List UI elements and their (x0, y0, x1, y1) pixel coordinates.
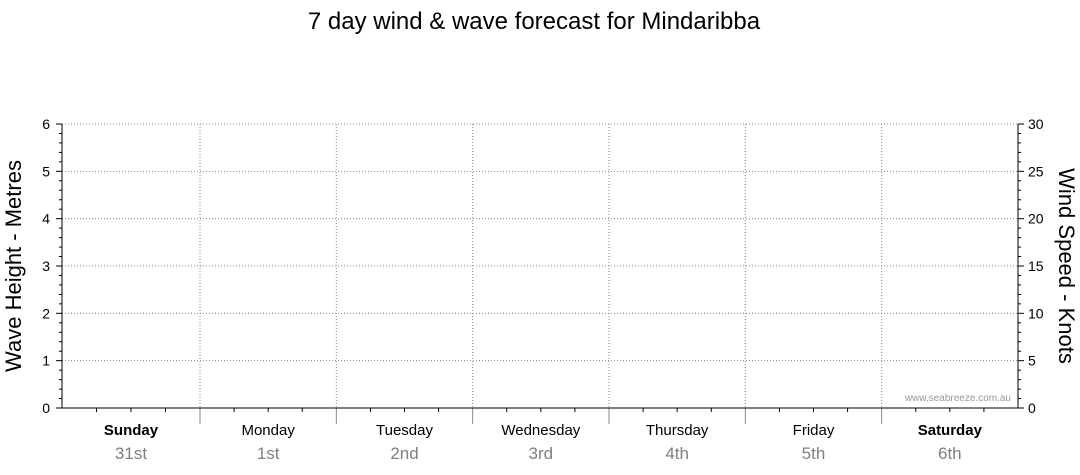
grid-lines (62, 123, 1018, 424)
right-tick-label: 25 (1028, 163, 1044, 179)
day-date-label: 31st (115, 444, 147, 463)
right-axis-label: Wind Speed - Knots (1054, 168, 1079, 364)
day-name-label: Sunday (104, 422, 159, 439)
right-tick-label: 15 (1028, 258, 1044, 274)
day-labels: Sunday 31st Monday 1st Tuesday 2nd Wednesday 3r… (104, 422, 983, 463)
right-tick-label: 5 (1028, 353, 1036, 369)
left-tick-label: 6 (42, 116, 50, 132)
day-name-label: Saturday (918, 422, 983, 439)
day-date-label: 1st (257, 444, 280, 463)
watermark: www.seabreeze.com.au (904, 393, 1011, 404)
left-tick-label: 4 (42, 211, 50, 227)
day-name-label: Wednesday (501, 422, 580, 439)
right-tick-label: 30 (1028, 116, 1044, 132)
chart-axes (61, 124, 1019, 412)
left-tick-label: 5 (42, 163, 50, 179)
left-axis-label: Wave Height - Metres (1, 160, 26, 372)
day-date-label: 3rd (529, 444, 554, 463)
left-axis-ticks: 0 1 2 3 4 5 6 (42, 116, 62, 416)
left-tick-label: 2 (42, 305, 50, 321)
day-name-label: Thursday (646, 422, 709, 439)
day-name-label: Friday (793, 422, 835, 439)
left-tick-label: 3 (42, 258, 50, 274)
left-tick-label: 1 (42, 353, 50, 369)
day-date-label: 5th (802, 444, 826, 463)
right-tick-label: 0 (1028, 400, 1036, 416)
right-axis-ticks: 0 5 10 15 20 25 30 (1018, 116, 1044, 416)
day-date-label: 4th (665, 444, 689, 463)
day-date-label: 6th (938, 444, 962, 463)
right-tick-label: 20 (1028, 211, 1044, 227)
left-tick-label: 0 (42, 400, 50, 416)
day-name-label: Tuesday (376, 422, 433, 439)
day-date-label: 2nd (390, 444, 418, 463)
chart-title: 7 day wind & wave forecast for Mindaribb… (308, 8, 761, 35)
day-name-label: Monday (241, 422, 295, 439)
right-tick-label: 10 (1028, 305, 1044, 321)
